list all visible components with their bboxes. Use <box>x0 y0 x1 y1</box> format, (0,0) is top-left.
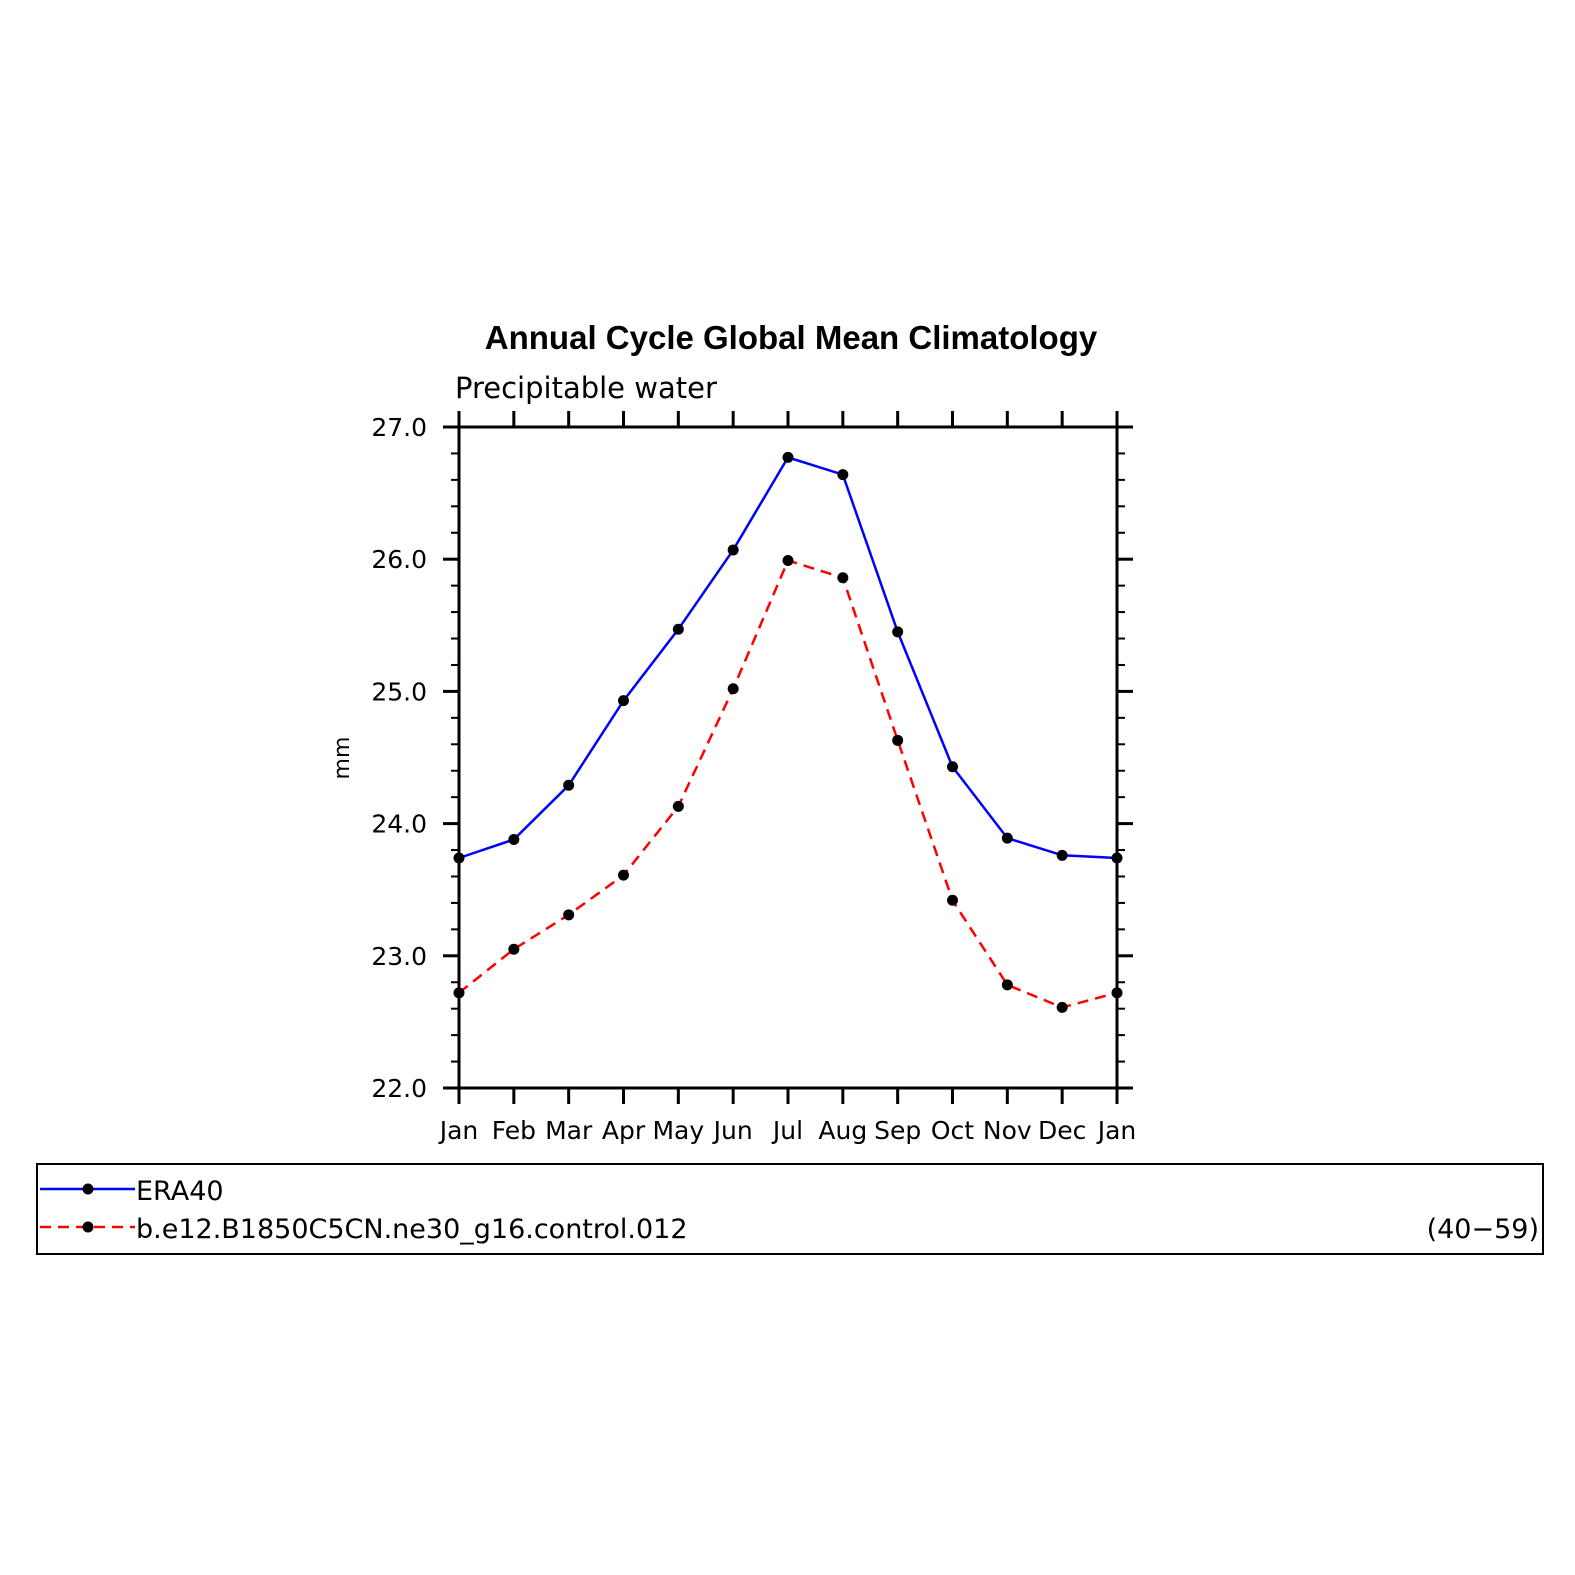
data-point <box>947 894 958 906</box>
data-point <box>1056 1001 1068 1013</box>
x-tick-label: Mar <box>545 1116 593 1145</box>
y-tick-label: 25.0 <box>371 677 427 706</box>
data-point <box>782 555 794 567</box>
x-tick-label: Apr <box>602 1116 646 1145</box>
x-tick-label: Jan <box>1096 1116 1137 1145</box>
data-point <box>837 469 849 481</box>
legend-box <box>36 1163 1544 1255</box>
legend-marker <box>82 1221 94 1233</box>
chart-title: Annual Cycle Global Mean Climatology <box>485 319 1098 356</box>
data-point <box>947 761 958 773</box>
legend-label-era40: ERA40 <box>136 1176 224 1207</box>
y-tick-label: 26.0 <box>371 545 427 574</box>
legend-symbol-model <box>40 1221 135 1233</box>
data-point <box>727 544 739 556</box>
data-point <box>563 779 575 791</box>
data-point <box>1056 849 1068 861</box>
legend-marker <box>82 1183 94 1195</box>
x-tick-label: Nov <box>983 1116 1032 1145</box>
y-tick-label: 23.0 <box>371 942 427 971</box>
y-tick-label: 27.0 <box>371 413 427 442</box>
x-tick-label: Jul <box>771 1116 803 1145</box>
x-tick-label: Jun <box>712 1116 753 1145</box>
data-point <box>618 869 629 881</box>
data-point <box>508 833 520 845</box>
x-tick-label: Dec <box>1038 1116 1086 1145</box>
chart-subtitle: Precipitable water <box>455 371 717 405</box>
y-tick-label: 24.0 <box>371 810 427 839</box>
x-tick-label: Aug <box>818 1116 867 1145</box>
data-point <box>672 800 684 812</box>
legend-year-range: (40−59) <box>1427 1214 1539 1245</box>
data-point <box>782 451 794 463</box>
data-point <box>618 695 629 707</box>
data-point <box>892 626 904 638</box>
y-axis-label: mm <box>330 737 355 780</box>
data-point <box>892 734 904 746</box>
legend-label-model: b.e12.B1850C5CN.ne30_g16.control.012 <box>136 1214 688 1245</box>
series-line-0 <box>458 455 1118 860</box>
x-tick-label: Oct <box>931 1116 974 1145</box>
data-point <box>672 623 684 635</box>
axis-ticks: Jan Feb Mar Apr May Jun Jul Aug Sep Oct Nov Dec Jan 2… <box>371 411 1136 1145</box>
legend: ERA40 b.e12.B1850C5CN.ne30_g16.control.0… <box>36 1163 1544 1255</box>
x-tick-label: Feb <box>492 1116 536 1145</box>
data-point <box>1001 832 1013 844</box>
x-tick-label: Jan <box>438 1116 479 1145</box>
x-tick-label: May <box>652 1116 704 1145</box>
x-tick-label: Sep <box>874 1116 921 1145</box>
legend-symbol-era40 <box>40 1183 135 1195</box>
data-point <box>1001 979 1013 991</box>
data-point <box>837 572 849 584</box>
data-point <box>727 683 739 695</box>
plot-frame <box>457 425 1119 1090</box>
data-point <box>563 909 575 921</box>
y-tick-label: 22.0 <box>371 1074 427 1103</box>
data-point <box>508 943 520 955</box>
series-group <box>453 451 1123 1013</box>
series-line-1 <box>458 558 1118 1009</box>
